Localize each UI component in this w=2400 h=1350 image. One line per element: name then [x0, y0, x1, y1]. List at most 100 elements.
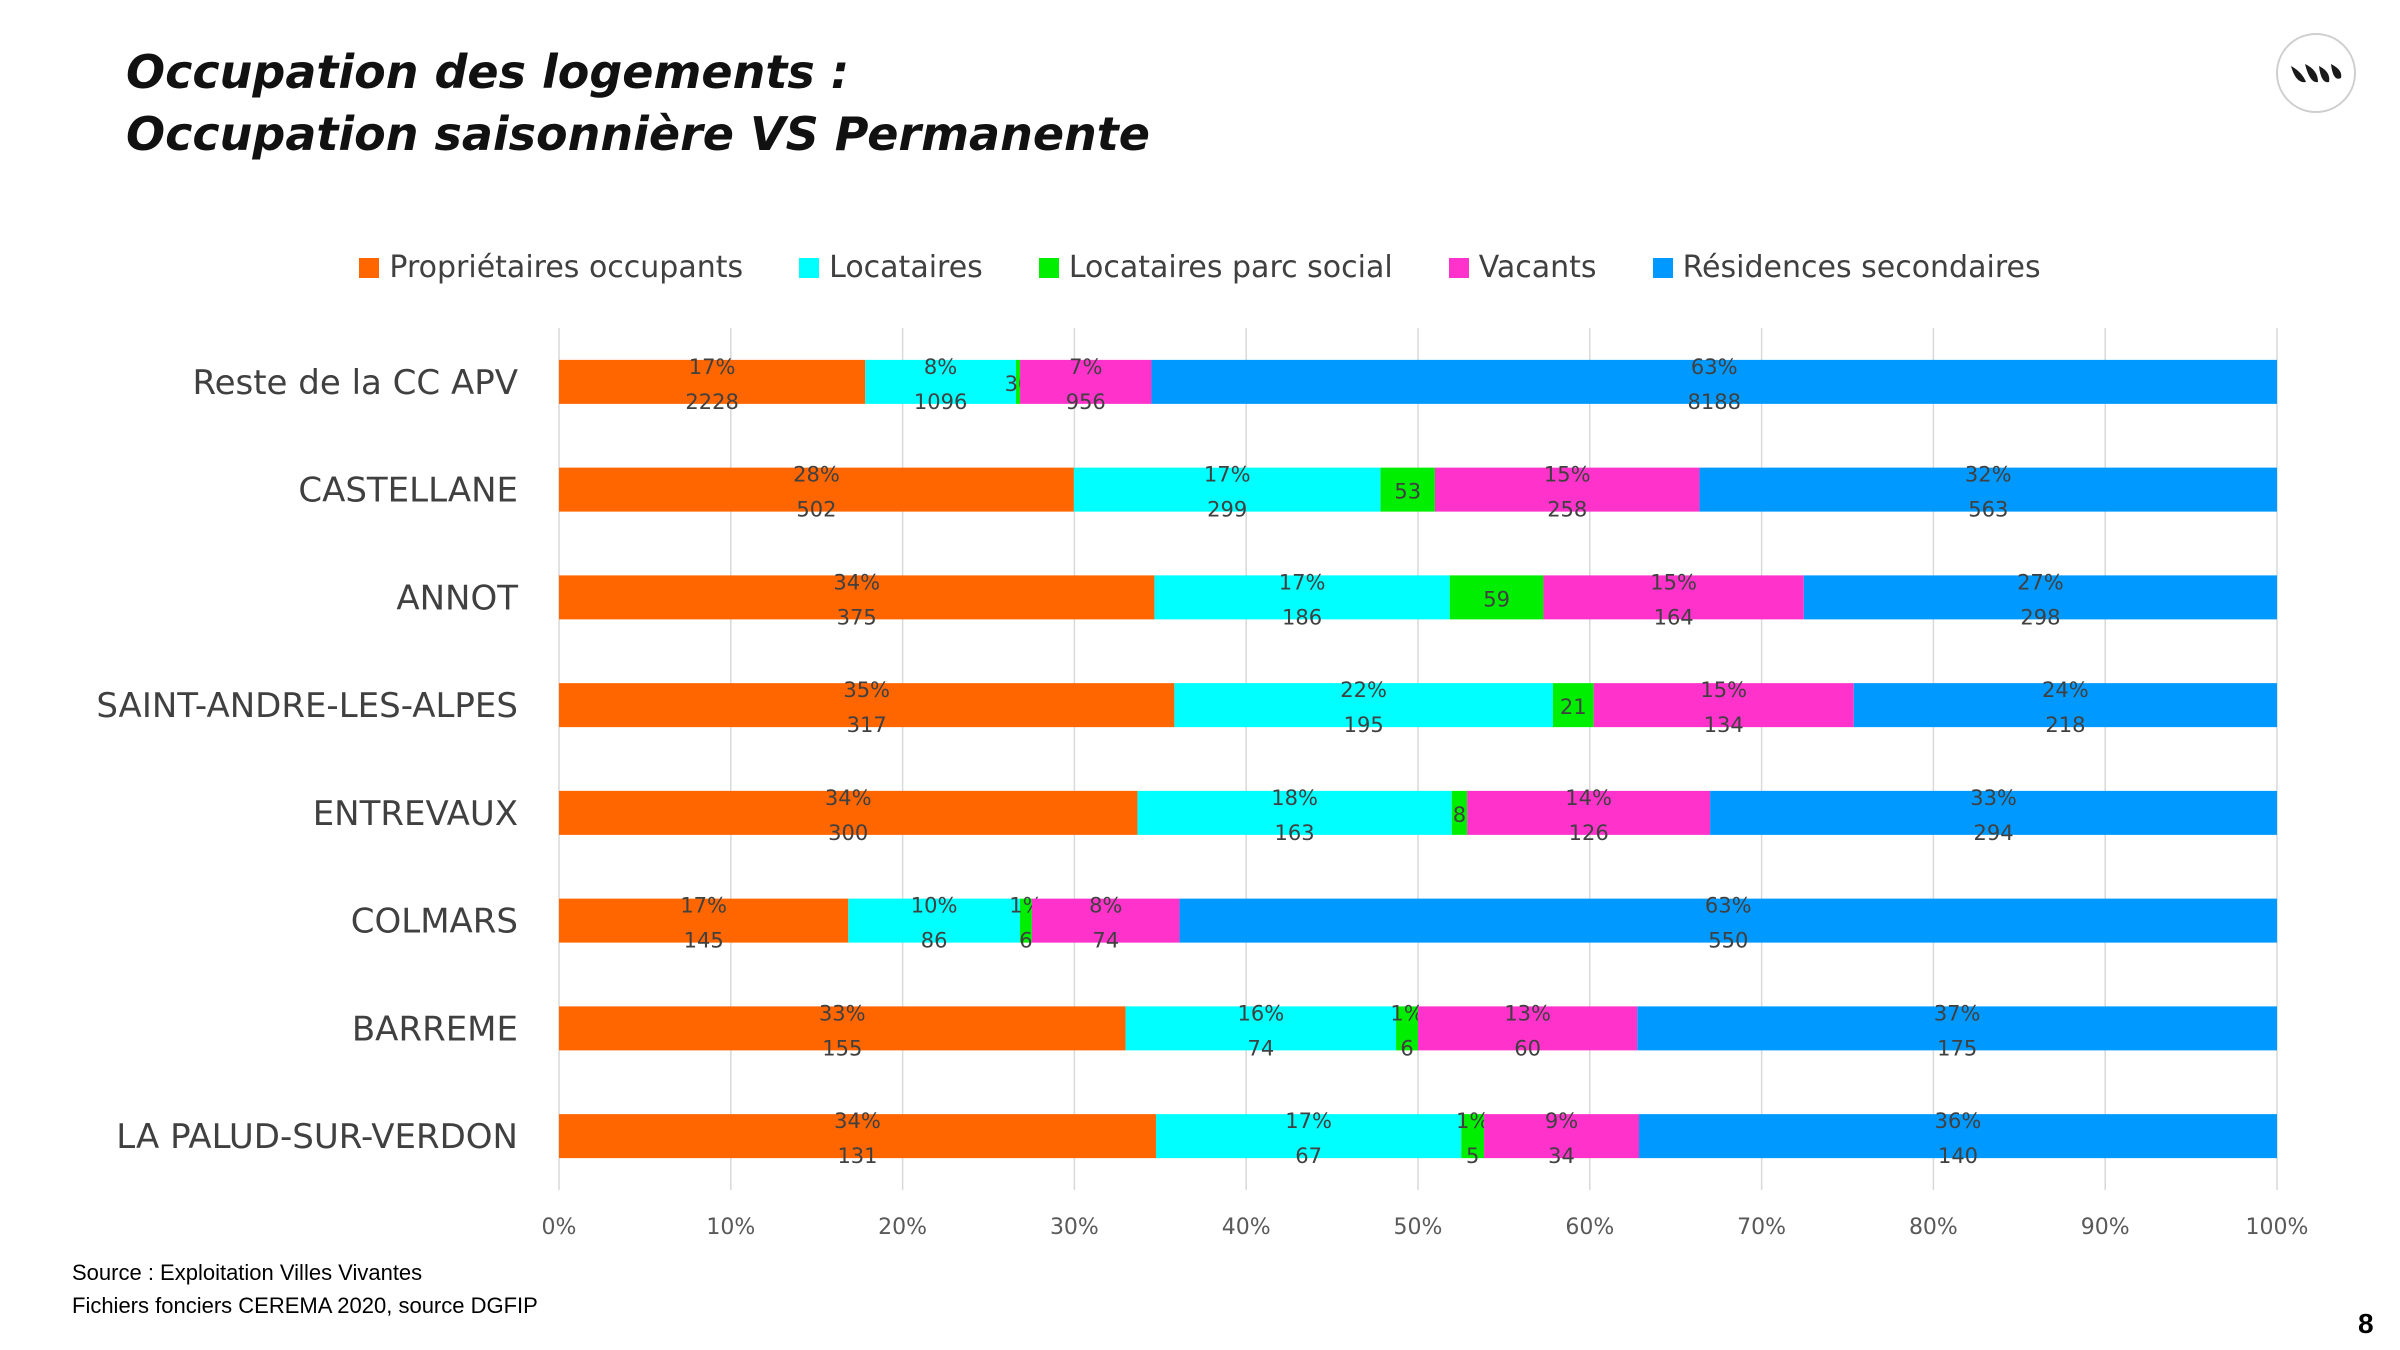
bar-segment-locataires-parc-social	[1396, 1006, 1418, 1051]
source-note: Source : Exploitation Villes Vivantes Fi…	[72, 1256, 538, 1322]
data-label-percent: 8%	[924, 355, 957, 379]
x-tick-label: 0%	[542, 1215, 577, 1240]
data-label-count: 74	[1092, 929, 1119, 953]
bar-segment-locataires-parc-social	[1552, 683, 1594, 728]
data-label-percent: 1%	[1456, 1109, 1489, 1133]
data-label-count: 956	[1066, 390, 1106, 414]
data-label-count: 8188	[1688, 390, 1741, 414]
legend-swatch	[359, 257, 380, 278]
bar-segment-locataires	[1174, 683, 1553, 728]
data-label-percent: 63%	[1705, 894, 1752, 918]
data-label-count: 131	[837, 1144, 877, 1168]
bar-segment-vacants	[1418, 1006, 1638, 1051]
data-label-count: 86	[921, 929, 948, 953]
page-subtitle: Occupation saisonnière VS Permanente	[126, 107, 1150, 161]
data-label-count: 6	[1019, 929, 1032, 953]
x-tick-label: 90%	[2081, 1215, 2130, 1240]
data-label-count: 186	[1282, 605, 1322, 629]
bar-segment-residences-secondaires	[1803, 575, 2277, 620]
data-label-count: 195	[1344, 713, 1384, 737]
data-label-percent: 15%	[1650, 570, 1697, 594]
bar-segment-proprietaires-occupants	[559, 359, 866, 404]
data-label-count: 6	[1400, 1036, 1413, 1060]
data-label-percent: 32%	[1965, 463, 2012, 487]
data-label-count: 134	[1704, 713, 1744, 737]
data-label-count: 294	[1974, 821, 2014, 845]
bar-segment-locataires	[1155, 1114, 1462, 1159]
data-label-count: 502	[796, 498, 836, 522]
category-label: Reste de la CC APV	[193, 363, 519, 403]
data-label-percent: 37%	[1934, 1001, 1981, 1025]
data-label-count: 2228	[685, 390, 738, 414]
data-label-count: 8	[1453, 803, 1466, 827]
bar-segment-residences-secondaires	[1699, 467, 2277, 512]
data-label-percent: 14%	[1565, 786, 1612, 810]
bar-segment-vacants	[1484, 1114, 1640, 1159]
data-label-percent: 27%	[2017, 570, 2064, 594]
data-label-percent: 17%	[1204, 463, 1251, 487]
data-label-count: 175	[1937, 1036, 1977, 1060]
bar-segment-proprietaires-occupants	[559, 898, 849, 943]
x-tick-label: 60%	[1565, 1215, 1614, 1240]
bar-segment-vacants	[1593, 683, 1854, 728]
data-label-percent: 22%	[1340, 678, 1387, 702]
bar-segment-proprietaires-occupants	[559, 467, 1074, 512]
legend-label: Locataires	[829, 250, 983, 285]
data-label-count: 563	[1968, 498, 2008, 522]
x-tick-label: 80%	[1909, 1215, 1958, 1240]
x-tick-label: 100%	[2246, 1215, 2309, 1240]
bar-segment-locataires	[1154, 575, 1450, 620]
bar-segment-proprietaires-occupants	[559, 790, 1138, 835]
bar-segment-locataires	[865, 359, 1016, 404]
bar-segment-vacants	[1467, 790, 1711, 835]
data-label-percent: 17%	[689, 355, 736, 379]
bar-segment-residences-secondaires	[1151, 359, 2277, 404]
category-label: ENTREVAUX	[313, 794, 518, 834]
bar-segment-locataires-parc-social	[1015, 359, 1021, 404]
data-label-percent: 16%	[1237, 1001, 1284, 1025]
bar-segment-residences-secondaires	[1853, 683, 2277, 728]
x-tick-label: 40%	[1222, 1215, 1271, 1240]
legend-item-locataires: Locataires	[799, 250, 983, 285]
data-label-percent: 24%	[2042, 678, 2089, 702]
bar-segment-residences-secondaires	[1637, 1006, 2277, 1051]
data-label-percent: 15%	[1700, 678, 1747, 702]
data-label-percent: 34%	[833, 570, 880, 594]
bar-segment-locataires-parc-social	[1451, 790, 1468, 835]
stacked-bar-chart: 0% 10% 20% 30% 40% 50% 60% 70% 80% 90% 100% Reste d…	[96, 328, 2309, 1240]
legend-label: Propriétaires occupants	[389, 250, 744, 285]
data-label-count: 67	[1295, 1144, 1322, 1168]
data-label-percent: 33%	[819, 1001, 866, 1025]
legend-swatch	[799, 257, 820, 278]
page-title: Occupation des logements :	[126, 45, 850, 99]
data-label-count: 140	[1938, 1144, 1978, 1168]
data-label-count: 298	[2020, 605, 2060, 629]
legend-label: Résidences secondaires	[1682, 250, 2041, 285]
legend-item-residences-secondaires: Résidences secondaires	[1652, 250, 2041, 285]
bar-segment-locataires	[848, 898, 1020, 943]
data-label-count: 126	[1569, 821, 1609, 845]
legend-item-vacants: Vacants	[1448, 250, 1597, 285]
x-tick-label: 10%	[706, 1215, 755, 1240]
chart-legend: Propriétaires occupants Locataires Locatai…	[0, 250, 2400, 285]
data-label-percent: 17%	[680, 894, 727, 918]
data-label-percent: 17%	[1285, 1109, 1332, 1133]
data-label-count: 218	[2045, 713, 2085, 737]
data-label-count: 258	[1547, 498, 1587, 522]
x-tick-label: 30%	[1050, 1215, 1099, 1240]
legend-label: Vacants	[1478, 250, 1597, 285]
bar-segment-locataires-parc-social	[1449, 575, 1544, 620]
bar-segment-proprietaires-occupants	[559, 1006, 1126, 1051]
data-label-percent: 34%	[825, 786, 872, 810]
data-label-count: 34	[1548, 1144, 1575, 1168]
data-label-count: 299	[1207, 498, 1247, 522]
data-label-percent: 17%	[1279, 570, 1326, 594]
category-label: LA PALUD-SUR-VERDON	[116, 1117, 518, 1157]
legend-swatch	[1448, 257, 1469, 278]
leaf-logo-icon	[2276, 33, 2356, 113]
category-label: SAINT-ANDRE-LES-ALPES	[96, 686, 518, 726]
bar-segment-locataires-parc-social	[1019, 898, 1032, 943]
data-label-count: 74	[1247, 1036, 1274, 1060]
x-tick-label: 70%	[1737, 1215, 1786, 1240]
legend-swatch	[1038, 257, 1059, 278]
